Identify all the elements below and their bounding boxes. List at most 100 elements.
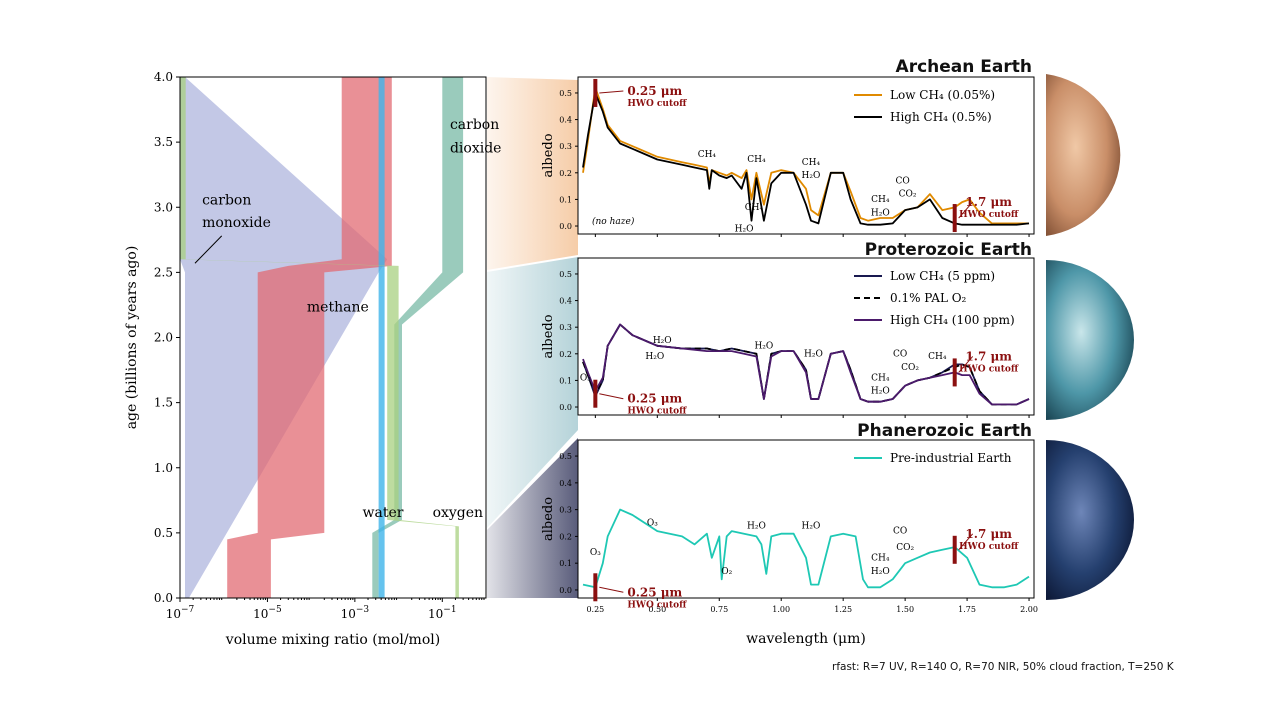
molecule-label: H₂O	[802, 521, 821, 531]
co-pointer-line	[194, 235, 223, 264]
cutoff-arrow	[599, 393, 624, 400]
legend-label: High CH₄ (0.5%)	[890, 110, 992, 124]
y-tick-label: 1.0	[154, 461, 173, 475]
x-tick-label: 1.25	[834, 605, 852, 614]
oxygen-band	[180, 77, 459, 598]
archean-spectrum-panel: 0.0 0.1 0.2 0.3 0.4 0.5 albedo (no haze) CH₄ CH₄ C…	[541, 76, 1035, 237]
x-tick-label: 1.00	[772, 605, 790, 614]
x-tick-label: 2.00	[1020, 605, 1038, 614]
molecule-label: H₂O	[645, 352, 664, 362]
y-tick-label: 0.4	[559, 479, 572, 488]
molecule-label: CH₄	[871, 195, 890, 205]
x-tick-exponent: −5	[268, 605, 282, 615]
molecule-label: H₂O	[653, 336, 672, 346]
water-band	[378, 77, 385, 598]
legend-label: Low CH₄ (5 ppm)	[890, 269, 995, 283]
molecule-label: H₂O	[735, 224, 754, 234]
y-tick-label: 0.4	[559, 116, 572, 125]
y-tick-label: 0.3	[559, 142, 572, 151]
planet-images	[1046, 74, 1134, 600]
archean-band	[487, 77, 578, 270]
molecule-label: CO₂	[899, 190, 917, 200]
legend-label: 0.1% PAL O₂	[890, 291, 967, 305]
molecule-label: CO₂	[896, 543, 914, 553]
cutoff-marker	[952, 535, 957, 564]
series-line	[582, 323, 1030, 406]
cutoff-label: 0.25 μm	[627, 392, 682, 406]
molecule-label: O₃	[590, 548, 601, 558]
cutoff-sublabel: HWO cutoff	[627, 600, 687, 610]
series-line	[582, 86, 1029, 225]
phanerozoic-band	[487, 438, 578, 598]
x-tick-label: 1.50	[896, 605, 914, 614]
y-axis-label: albedo	[541, 497, 556, 541]
y-tick-label: 2.5	[154, 265, 173, 279]
molecule-label: O₃	[580, 373, 591, 383]
x-tick-exponent: −7	[181, 605, 195, 615]
series-annotation: water	[363, 505, 404, 521]
molecule-label: O₃	[647, 519, 658, 529]
molecule-label: H₂O	[804, 349, 823, 359]
legend-label: Low CH₄ (0.05%)	[890, 88, 995, 102]
series-annotation: monoxide	[202, 215, 271, 231]
proterozoic-planet-image	[1046, 260, 1134, 420]
y-tick-label: 0.5	[559, 270, 572, 279]
proterozoic-title: Proterozoic Earth	[864, 240, 1032, 260]
cutoff-marker	[952, 204, 957, 233]
x-tick-label: 10−5	[253, 605, 282, 621]
y-tick-label: 0.5	[559, 89, 572, 98]
y-tick-label: 2.0	[154, 331, 173, 345]
cutoff-label: 1.7 μm	[965, 527, 1012, 541]
y-tick-label: 0.1	[559, 195, 572, 204]
molecule-label: CO₂	[901, 363, 919, 373]
y-tick-label: 0.4	[559, 297, 572, 306]
molecule-label: CH₄	[871, 554, 890, 564]
y-tick-label: 0.5	[154, 526, 173, 540]
cutoff-sublabel: HWO cutoff	[959, 210, 1019, 220]
y-tick-label: 0.0	[559, 403, 572, 412]
molecule-label: H₂O	[871, 208, 890, 218]
proterozoic-band	[487, 257, 578, 528]
atmosphere-composition-plot: 0.0 0.5 1.0 1.5 2.0 2.5 3.0 3.5 4.0 10−7 10−5 10−3 1…	[124, 70, 501, 648]
y-tick-label: 0.1	[559, 559, 572, 568]
y-tick-label: 0.3	[559, 323, 572, 332]
cutoff-marker	[593, 78, 598, 107]
molecule-label: CO	[896, 176, 910, 186]
archean-title: Archean Earth	[895, 57, 1032, 77]
molecule-label: CH₄	[802, 158, 821, 168]
y-tick-label: 0.5	[559, 452, 572, 461]
y-axis-label: age (billions of years ago)	[124, 246, 140, 430]
x-tick-exponent: −1	[443, 605, 456, 615]
series-line	[582, 508, 1030, 589]
molecule-label: O₂	[721, 567, 732, 577]
x-tick-exponent: −3	[356, 605, 370, 615]
x-axis-label: wavelength (μm)	[746, 631, 866, 647]
series-annotation: oxygen	[433, 505, 484, 521]
molecule-label: H₂O	[747, 521, 766, 531]
molecule-label: CO	[893, 349, 907, 359]
x-axis-label: volume mixing ratio (mol/mol)	[225, 632, 440, 648]
y-tick-label: 0.1	[559, 376, 572, 385]
series-annotation: carbon	[202, 193, 251, 209]
phanerozoic-spectrum-panel: 0.0 0.1 0.2 0.3 0.4 0.5 0.25 0.50 0.75 1.00 1.25 1.…	[541, 439, 1038, 647]
legend-label: High CH₄ (100 ppm)	[890, 313, 1015, 327]
y-axis-label: albedo	[541, 133, 556, 177]
molecule-label: CH₄	[928, 352, 947, 362]
panel-frame	[577, 257, 1035, 416]
y-tick-label: 0.0	[154, 591, 173, 605]
legend-label: Pre-industrial Earth	[890, 451, 1012, 465]
molecule-label: H₂O	[871, 567, 890, 577]
y-tick-label: 1.5	[154, 396, 173, 410]
y-tick-label: 3.0	[154, 200, 173, 214]
molecule-label: CH₄	[745, 203, 764, 213]
y-tick-label: 4.0	[154, 70, 173, 84]
x-tick-label: 0.75	[710, 605, 728, 614]
cutoff-sublabel: HWO cutoff	[959, 364, 1019, 374]
y-tick-label: 0.0	[559, 222, 572, 231]
x-tick-label: 0.50	[648, 605, 666, 614]
molecule-label: CH₄	[747, 155, 766, 165]
methane-band	[227, 77, 392, 598]
x-tick-label: 1.75	[958, 605, 976, 614]
cutoff-sublabel: HWO cutoff	[627, 99, 687, 109]
